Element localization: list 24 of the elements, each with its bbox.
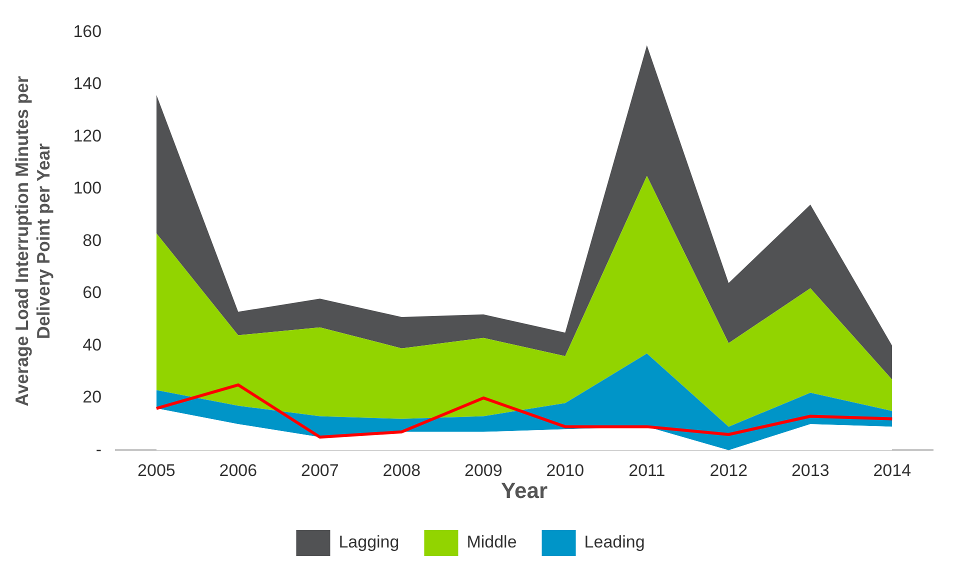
legend-label: Lagging [338,532,400,552]
y-tick-label: 20 [82,388,102,407]
x-tick-label: 2014 [873,461,912,480]
x-tick-label: 2005 [138,461,176,480]
x-tick-label: 2011 [628,461,666,480]
x-axis-title: Year [501,478,548,503]
x-tick-label: 2008 [382,461,421,480]
x-tick-label: 2007 [301,461,339,480]
y-tick-label: 60 [82,283,102,302]
legend-label: Leading [584,532,645,552]
y-tick-label: 120 [73,126,102,146]
y-tick-label: - [96,440,102,459]
x-tick-label: 2009 [464,461,502,480]
x-tick-label: 2012 [710,461,748,480]
y-axis-title: Average Load Interruption Minutes per Delivery Point per Year [12,76,54,406]
y-tick-label: 140 [73,74,102,94]
y-tick-label: 100 [73,178,102,198]
x-tick-label: 2006 [219,461,258,480]
y-tick-label: 40 [82,335,102,354]
x-tick-label: 2010 [546,461,584,480]
y-tick-label: 80 [82,230,102,250]
y-tick-label: 160 [73,22,102,41]
x-tick-label: 2013 [791,461,830,480]
legend-label: Middle [466,532,517,552]
